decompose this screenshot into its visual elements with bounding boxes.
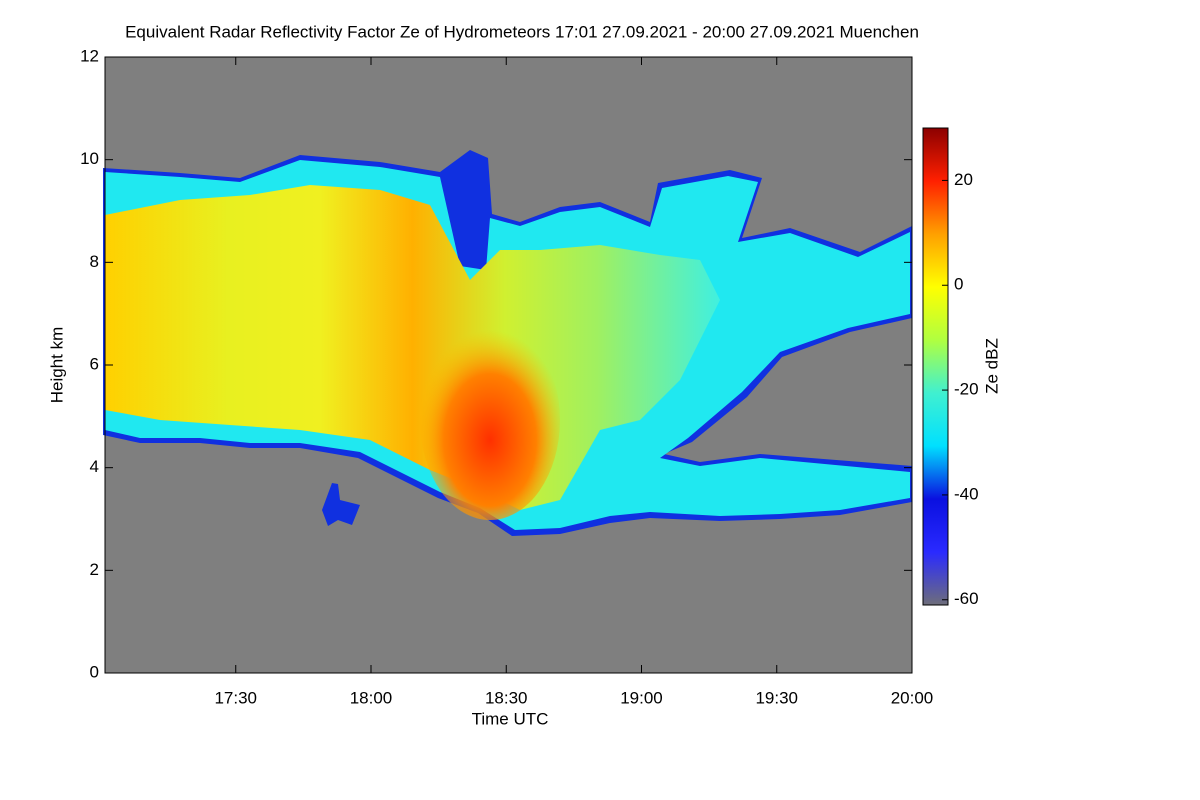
- y-tick-label: 4: [90, 457, 99, 476]
- x-tick-label: 18:00: [350, 688, 393, 707]
- y-tick-label: 6: [90, 354, 99, 373]
- y-tick-label: 12: [80, 46, 99, 65]
- plot-area: [103, 56, 913, 674]
- colorbar-tick-label: -20: [954, 380, 979, 399]
- x-tick-label: 19:00: [620, 688, 663, 707]
- x-tick-label: 17:30: [214, 688, 257, 707]
- x-tick-label: 18:30: [485, 688, 528, 707]
- chart-title: Equivalent Radar Reflectivity Factor Ze …: [125, 22, 919, 41]
- y-tick-label: 10: [80, 149, 99, 168]
- cloud-core: [105, 185, 720, 510]
- y-tick-label: 2: [90, 560, 99, 579]
- cloud-max: [420, 320, 560, 520]
- y-axis-label: Height km: [47, 327, 66, 404]
- colorbar-tick-label: 20: [954, 170, 973, 189]
- colorbar: [922, 127, 949, 606]
- cloud-fragment: [322, 483, 360, 526]
- y-tick-label: 0: [90, 662, 99, 681]
- x-tick-label: 19:30: [755, 688, 798, 707]
- x-axis-label: Time UTC: [472, 709, 549, 728]
- colorbar-tick-label: -40: [954, 484, 979, 503]
- colorbar-tick-label: -60: [954, 589, 979, 608]
- x-tick-label: 20:00: [891, 688, 934, 707]
- y-tick-label: 8: [90, 252, 99, 271]
- colorbar-label: Ze dBZ: [982, 338, 1001, 394]
- colorbar-tick-label: 0: [954, 275, 963, 294]
